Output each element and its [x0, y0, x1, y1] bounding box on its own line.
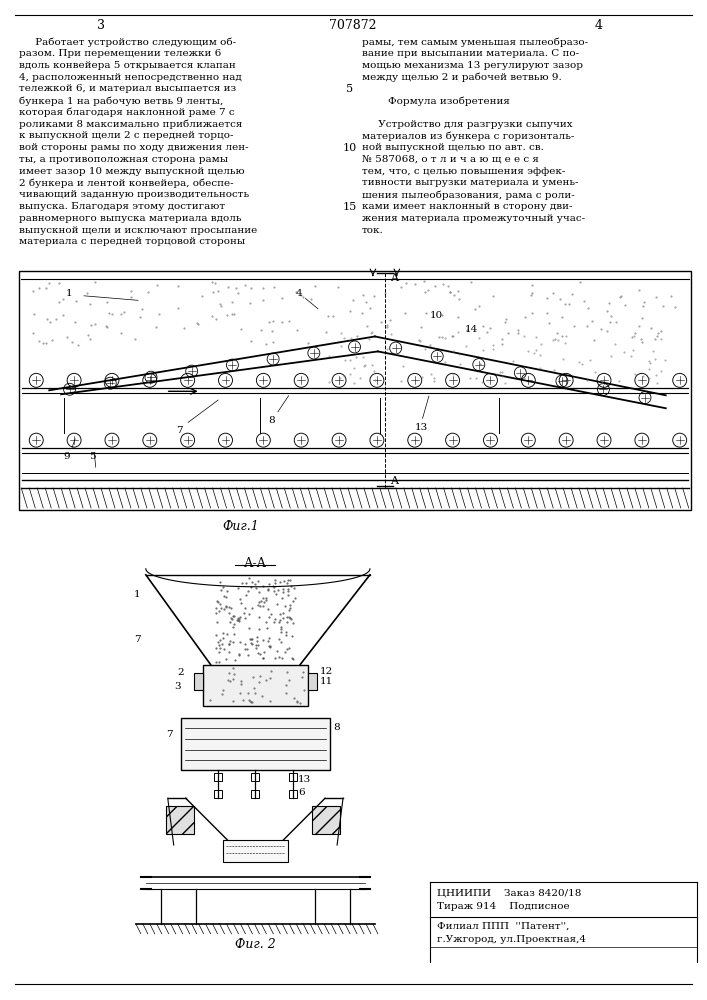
Text: рамы, тем самым уменьшая пылеобразо-: рамы, тем самым уменьшая пылеобразо-: [362, 37, 588, 47]
Text: равномерного выпуска материала вдоль: равномерного выпуска материала вдоль: [19, 214, 242, 223]
Bar: [252, 773, 259, 781]
Text: Фиг.1: Фиг.1: [222, 520, 259, 533]
Text: Тираж 914    Подписное: Тираж 914 Подписное: [437, 902, 569, 911]
Bar: [289, 773, 297, 781]
Text: 4: 4: [595, 19, 603, 32]
Text: материалов из бункера с горизонталь-: материалов из бункера с горизонталь-: [362, 131, 574, 141]
Text: Работает устройство следующим об-: Работает устройство следующим об-: [19, 37, 236, 47]
Text: 15: 15: [343, 202, 357, 212]
Text: А-А: А-А: [244, 557, 267, 570]
Text: выпускной щели и исключают просыпание: выпускной щели и исключают просыпание: [19, 226, 257, 235]
Text: 8: 8: [333, 723, 339, 732]
Text: ЦНИИПИ    Заказ 8420/18: ЦНИИПИ Заказ 8420/18: [437, 889, 581, 898]
Text: между щелью 2 и рабочей ветвью 9.: между щелью 2 и рабочей ветвью 9.: [362, 73, 562, 82]
Text: 7: 7: [176, 426, 182, 435]
Text: 5: 5: [346, 84, 354, 94]
Text: 3: 3: [97, 19, 105, 32]
Text: вание при высыпании материала. С по-: вание при высыпании материала. С по-: [362, 49, 579, 58]
Text: к выпускной щели 2 с передней торцо-: к выпускной щели 2 с передней торцо-: [19, 131, 234, 140]
Text: Филиал ППП  ''Патент'',: Филиал ППП ''Патент'',: [437, 922, 569, 931]
Text: 2: 2: [177, 668, 185, 677]
Text: 9: 9: [63, 452, 70, 461]
Bar: [308, 673, 317, 690]
Text: тивности выгрузки материала и умень-: тивности выгрузки материала и умень-: [362, 178, 578, 187]
Text: тележкой 6, и материал высыпается из: тележкой 6, и материал высыпается из: [19, 84, 236, 93]
Text: 5: 5: [89, 452, 95, 461]
Text: 13: 13: [298, 775, 312, 784]
Text: выпуска. Благодаря этому достигают: выпуска. Благодаря этому достигают: [19, 202, 226, 211]
Text: мощью механизма 13 регулируют зазор: мощью механизма 13 регулируют зазор: [362, 61, 583, 70]
Text: 2 бункера и лентой конвейера, обеспе-: 2 бункера и лентой конвейера, обеспе-: [19, 178, 234, 188]
Text: 707872: 707872: [329, 19, 377, 32]
Text: 6: 6: [298, 788, 305, 797]
Text: вой стороны рамы по ходу движения лен-: вой стороны рамы по ходу движения лен-: [19, 143, 249, 152]
Bar: [214, 790, 221, 798]
Bar: [181, 718, 330, 770]
Text: 4, расположенный непосредственно над: 4, расположенный непосредственно над: [19, 73, 242, 82]
Text: ной выпускной щелью по авт. св.: ной выпускной щелью по авт. св.: [362, 143, 544, 152]
Bar: [19, 271, 691, 510]
Bar: [223, 840, 288, 862]
Bar: [214, 773, 221, 781]
Text: 10: 10: [430, 311, 443, 320]
Text: ток.: ток.: [362, 226, 384, 235]
Text: 8: 8: [269, 416, 275, 425]
Text: ками имеет наклонный в сторону дви-: ками имеет наклонный в сторону дви-: [362, 202, 573, 211]
Text: A: A: [390, 273, 398, 283]
Text: которая благодаря наклонной раме 7 с: которая благодаря наклонной раме 7 с: [19, 108, 235, 117]
Text: 4: 4: [296, 289, 302, 298]
Text: № 587068, о т л и ч а ю щ е е с я: № 587068, о т л и ч а ю щ е е с я: [362, 155, 539, 164]
Text: разом. При перемещении тележки 6: разом. При перемещении тележки 6: [19, 49, 221, 58]
Text: 7: 7: [165, 730, 173, 739]
Text: 1: 1: [134, 590, 141, 599]
Bar: [252, 790, 259, 798]
Text: жения материала промежуточный учас-: жения материала промежуточный учас-: [362, 214, 585, 223]
Bar: [289, 790, 297, 798]
Text: 13: 13: [415, 423, 428, 432]
Text: чивающий заданную производительность: чивающий заданную производительность: [19, 190, 250, 199]
Text: имеет зазор 10 между выпускной щелью: имеет зазор 10 между выпускной щелью: [19, 167, 245, 176]
Text: 10: 10: [343, 143, 357, 153]
Text: г.Ужгород, ул.Проектная,4: г.Ужгород, ул.Проектная,4: [437, 935, 585, 944]
Text: A: A: [390, 476, 398, 486]
Text: бункера 1 на рабочую ветвь 9 ленты,: бункера 1 на рабочую ветвь 9 ленты,: [19, 96, 223, 106]
Text: вдоль конвейера 5 открывается клапан: вдоль конвейера 5 открывается клапан: [19, 61, 236, 70]
Text: 11: 11: [320, 677, 334, 686]
Text: Устройство для разгрузки сыпучих: Устройство для разгрузки сыпучих: [362, 120, 573, 129]
Text: 1: 1: [66, 289, 73, 298]
Bar: [165, 806, 194, 834]
Text: 7: 7: [134, 635, 141, 644]
Text: тем, что, с целью повышения эффек-: тем, что, с целью повышения эффек-: [362, 167, 566, 176]
Bar: [312, 806, 340, 834]
Text: роликами 8 максимально приближается: роликами 8 максимально приближается: [19, 120, 243, 129]
Bar: [203, 665, 308, 706]
Text: шения пылеобразования, рама с роли-: шения пылеобразования, рама с роли-: [362, 190, 575, 200]
Text: 12: 12: [320, 667, 334, 676]
Bar: [194, 673, 203, 690]
Text: 3: 3: [175, 682, 181, 691]
Text: Формула изобретения: Формула изобретения: [362, 96, 510, 106]
Text: 14: 14: [464, 325, 478, 334]
Text: ты, а противоположная сторона рамы: ты, а противоположная сторона рамы: [19, 155, 228, 164]
Text: Фиг. 2: Фиг. 2: [235, 938, 276, 951]
Text: материала с передней торцовой стороны: материала с передней торцовой стороны: [19, 237, 245, 246]
